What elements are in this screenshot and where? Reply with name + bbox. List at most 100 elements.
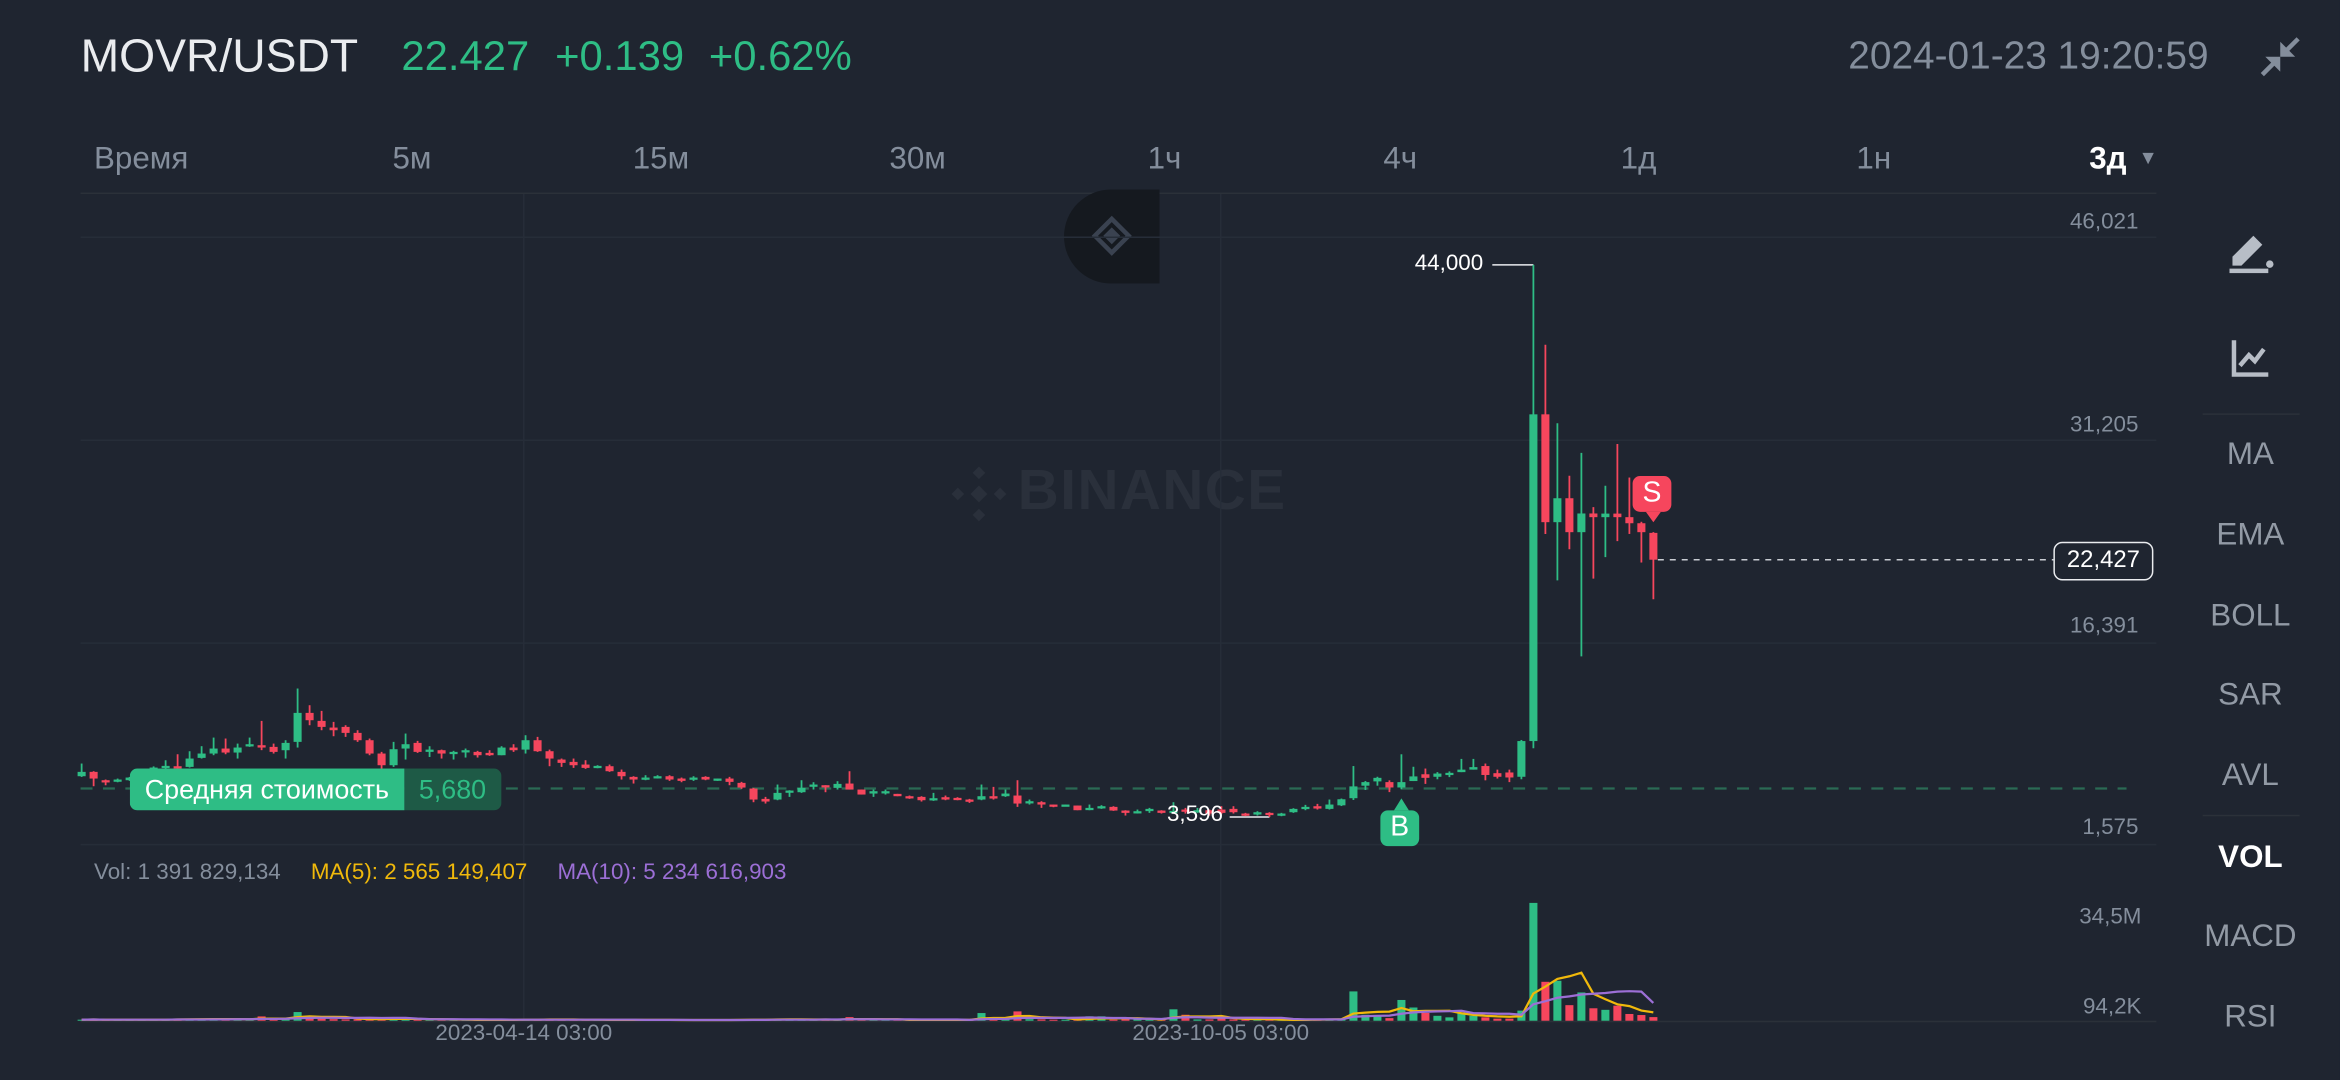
collapse-arrows-icon[interactable]: [2256, 33, 2304, 81]
candle-body: [1253, 812, 1262, 815]
volume-bar: [1637, 1015, 1646, 1021]
timeframe-tab[interactable]: 1д: [1620, 141, 1657, 177]
candle-body: [1337, 799, 1346, 806]
volume-ma10: MA(10): 5 234 616,903: [557, 859, 787, 885]
indicator-vol[interactable]: VOL: [2218, 840, 2283, 875]
candle-body: [1013, 795, 1022, 804]
candle-body: [389, 749, 398, 766]
indicator-ma[interactable]: MA: [2226, 437, 2274, 472]
candle-body: [1001, 793, 1010, 797]
candle-body: [1469, 767, 1478, 770]
indicator-rsi[interactable]: RSI: [2224, 999, 2277, 1035]
candle-body: [1277, 813, 1286, 816]
divider: [2202, 413, 2300, 415]
volume-bar: [1133, 1019, 1142, 1021]
draw-pencil-icon[interactable]: [2224, 224, 2278, 282]
candle-body: [401, 744, 410, 749]
price-axis-label: 46,021: [2069, 208, 2139, 235]
candle-body: [1649, 532, 1658, 560]
pair-title[interactable]: MOVR/USDT: [80, 29, 359, 83]
candle-body: [797, 787, 806, 793]
candle-body: [293, 712, 302, 742]
sell-marker-pointer: [1645, 511, 1661, 523]
chevron-down-icon[interactable]: ▼: [2138, 146, 2158, 169]
candle-body: [953, 797, 962, 801]
candle-body: [533, 740, 542, 752]
timeframe-tab[interactable]: 30м: [889, 141, 946, 177]
volume-bar: [1193, 1019, 1202, 1021]
candle-body: [341, 726, 350, 733]
indicator-boll[interactable]: BOLL: [2210, 598, 2291, 633]
candle-body: [605, 766, 614, 772]
buy-marker[interactable]: B: [1380, 810, 1420, 847]
candle-body: [1037, 802, 1046, 805]
candle-body: [593, 765, 602, 769]
timeframe-tab[interactable]: 3д: [2089, 141, 2127, 177]
divider: [2202, 814, 2300, 817]
watermark-text: BINANCE: [1017, 459, 1287, 523]
average-cost-tag[interactable]: Средняя стоимость 5,680: [129, 768, 502, 811]
volume-bar: [1457, 1012, 1466, 1021]
timeframe-tab[interactable]: 15м: [632, 141, 690, 177]
volume-axis-label: 34,5M: [2079, 904, 2142, 930]
candle-body: [1397, 782, 1406, 788]
volume-bar: [329, 1019, 338, 1021]
candle-body: [773, 792, 782, 800]
candle-body: [1133, 811, 1142, 814]
candle-body: [845, 783, 854, 790]
candle-body: [1445, 772, 1454, 776]
volume-bar: [341, 1019, 350, 1021]
timeframe-tab[interactable]: 5м: [392, 141, 432, 177]
candle-body: [821, 785, 830, 788]
indicator-macd[interactable]: MACD: [2204, 919, 2297, 954]
volume-bar: [1505, 1018, 1514, 1021]
indicator-ema[interactable]: EMA: [2216, 517, 2285, 553]
candle-body: [1361, 782, 1370, 786]
candle-body: [1301, 806, 1310, 810]
candle-body: [113, 779, 122, 782]
candle-body: [1181, 809, 1190, 812]
volume-bar: [413, 1019, 422, 1021]
timeframe-tab[interactable]: Время: [94, 141, 189, 177]
candle-body: [1085, 807, 1094, 811]
candle-body: [1121, 810, 1130, 813]
binance-watermark: BINANCE: [949, 460, 1286, 524]
sell-marker[interactable]: S: [1632, 476, 1672, 512]
volume-bar: [1241, 1019, 1250, 1021]
volume-bar: [1409, 1007, 1418, 1021]
candle-body: [929, 798, 938, 801]
high-price-label: 44,000: [1414, 250, 1484, 277]
indicator-avl[interactable]: AVL: [2221, 758, 2279, 793]
price-change: +0.139: [555, 32, 685, 80]
candle-body: [1289, 808, 1298, 813]
candle-body: [833, 783, 842, 788]
candle-body: [413, 742, 422, 752]
candle-body: [1061, 804, 1070, 807]
candle-body: [1457, 769, 1466, 773]
candle-body: [581, 764, 590, 768]
candle-body: [1577, 513, 1586, 533]
volume-bar: [1577, 992, 1586, 1021]
timeframe-tab[interactable]: 1ч: [1147, 141, 1182, 177]
candle-body: [1637, 523, 1646, 533]
indicator-sar[interactable]: SAR: [2218, 677, 2283, 712]
candle-body: [377, 753, 386, 766]
candle-body: [713, 778, 722, 781]
timeframe-tab[interactable]: 1н: [1856, 141, 1892, 177]
volume-bar: [1589, 1008, 1598, 1021]
candle-body: [1505, 772, 1514, 778]
low-price-label: 3,596: [1166, 801, 1224, 827]
candle-body: [89, 771, 98, 779]
volume-bar: [317, 1018, 326, 1021]
volume-bar: [77, 1019, 86, 1021]
candle-body: [185, 758, 194, 767]
candle-body: [1025, 801, 1034, 804]
candle-body: [1613, 513, 1622, 518]
volume-bar: [1529, 902, 1538, 1021]
timeframe-tab[interactable]: 4ч: [1383, 141, 1418, 177]
volume-axis-label: 94,2K: [2082, 993, 2142, 1020]
volume-ma5: MA(5): 2 565 149,407: [310, 859, 528, 885]
chart-indicator-icon[interactable]: [2229, 337, 2271, 386]
candle-body: [1421, 774, 1430, 778]
